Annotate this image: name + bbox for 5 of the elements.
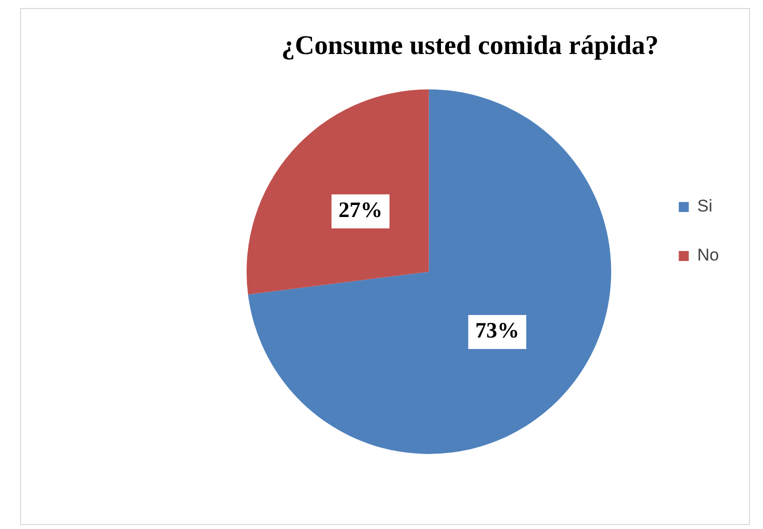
chart-title: ¿Consume usted comida rápida?	[281, 30, 659, 60]
data-label: 27%	[338, 197, 383, 222]
legend-label: No	[697, 246, 720, 265]
legend-label: Si	[697, 196, 712, 216]
data-label: 73%	[475, 318, 520, 343]
